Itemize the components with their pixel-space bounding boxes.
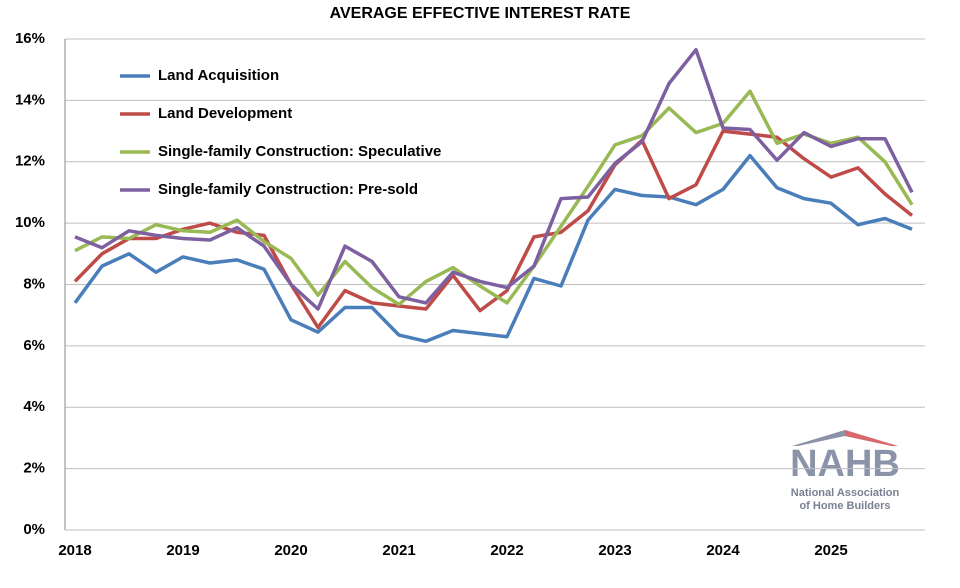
x-tick-label: 2023 [598, 542, 631, 559]
y-tick-label: 0% [23, 521, 45, 538]
chart-title: AVERAGE EFFECTIVE INTEREST RATE [330, 5, 631, 22]
x-tick-label: 2021 [382, 542, 415, 559]
legend-label: Land Acquisition [158, 67, 279, 84]
x-tick-label: 2022 [490, 542, 523, 559]
x-tick-label: 2020 [274, 542, 307, 559]
series-line [73, 153, 913, 344]
series-line [74, 47, 914, 311]
legend-label: Land Development [158, 105, 292, 122]
y-tick-label: 10% [15, 214, 45, 231]
x-tick-label: 2024 [706, 542, 740, 559]
y-tick-label: 12% [15, 153, 45, 170]
legend-label: Single-family Construction: Speculative [158, 143, 441, 160]
y-tick-label: 8% [23, 275, 45, 292]
x-tick-label: 2019 [166, 542, 199, 559]
logo-line: National Association [791, 487, 900, 499]
y-tick-label: 16% [15, 30, 45, 47]
series-line [73, 129, 914, 330]
logo-line: of Home Builders [799, 500, 890, 512]
y-tick-label: 6% [23, 337, 45, 354]
series-line [74, 89, 914, 307]
x-tick-label: 2018 [58, 542, 91, 559]
y-tick-label: 2% [23, 460, 45, 477]
y-tick-label: 4% [23, 398, 45, 415]
y-tick-label: 14% [15, 91, 45, 108]
x-tick-label: 2025 [814, 542, 847, 559]
logo-roof-accent [845, 430, 898, 446]
logo-text: NAHB [790, 443, 900, 485]
logo: NAHB National Association of Home Builde… [790, 430, 900, 512]
legend-label: Single-family Construction: Pre-sold [158, 181, 418, 198]
